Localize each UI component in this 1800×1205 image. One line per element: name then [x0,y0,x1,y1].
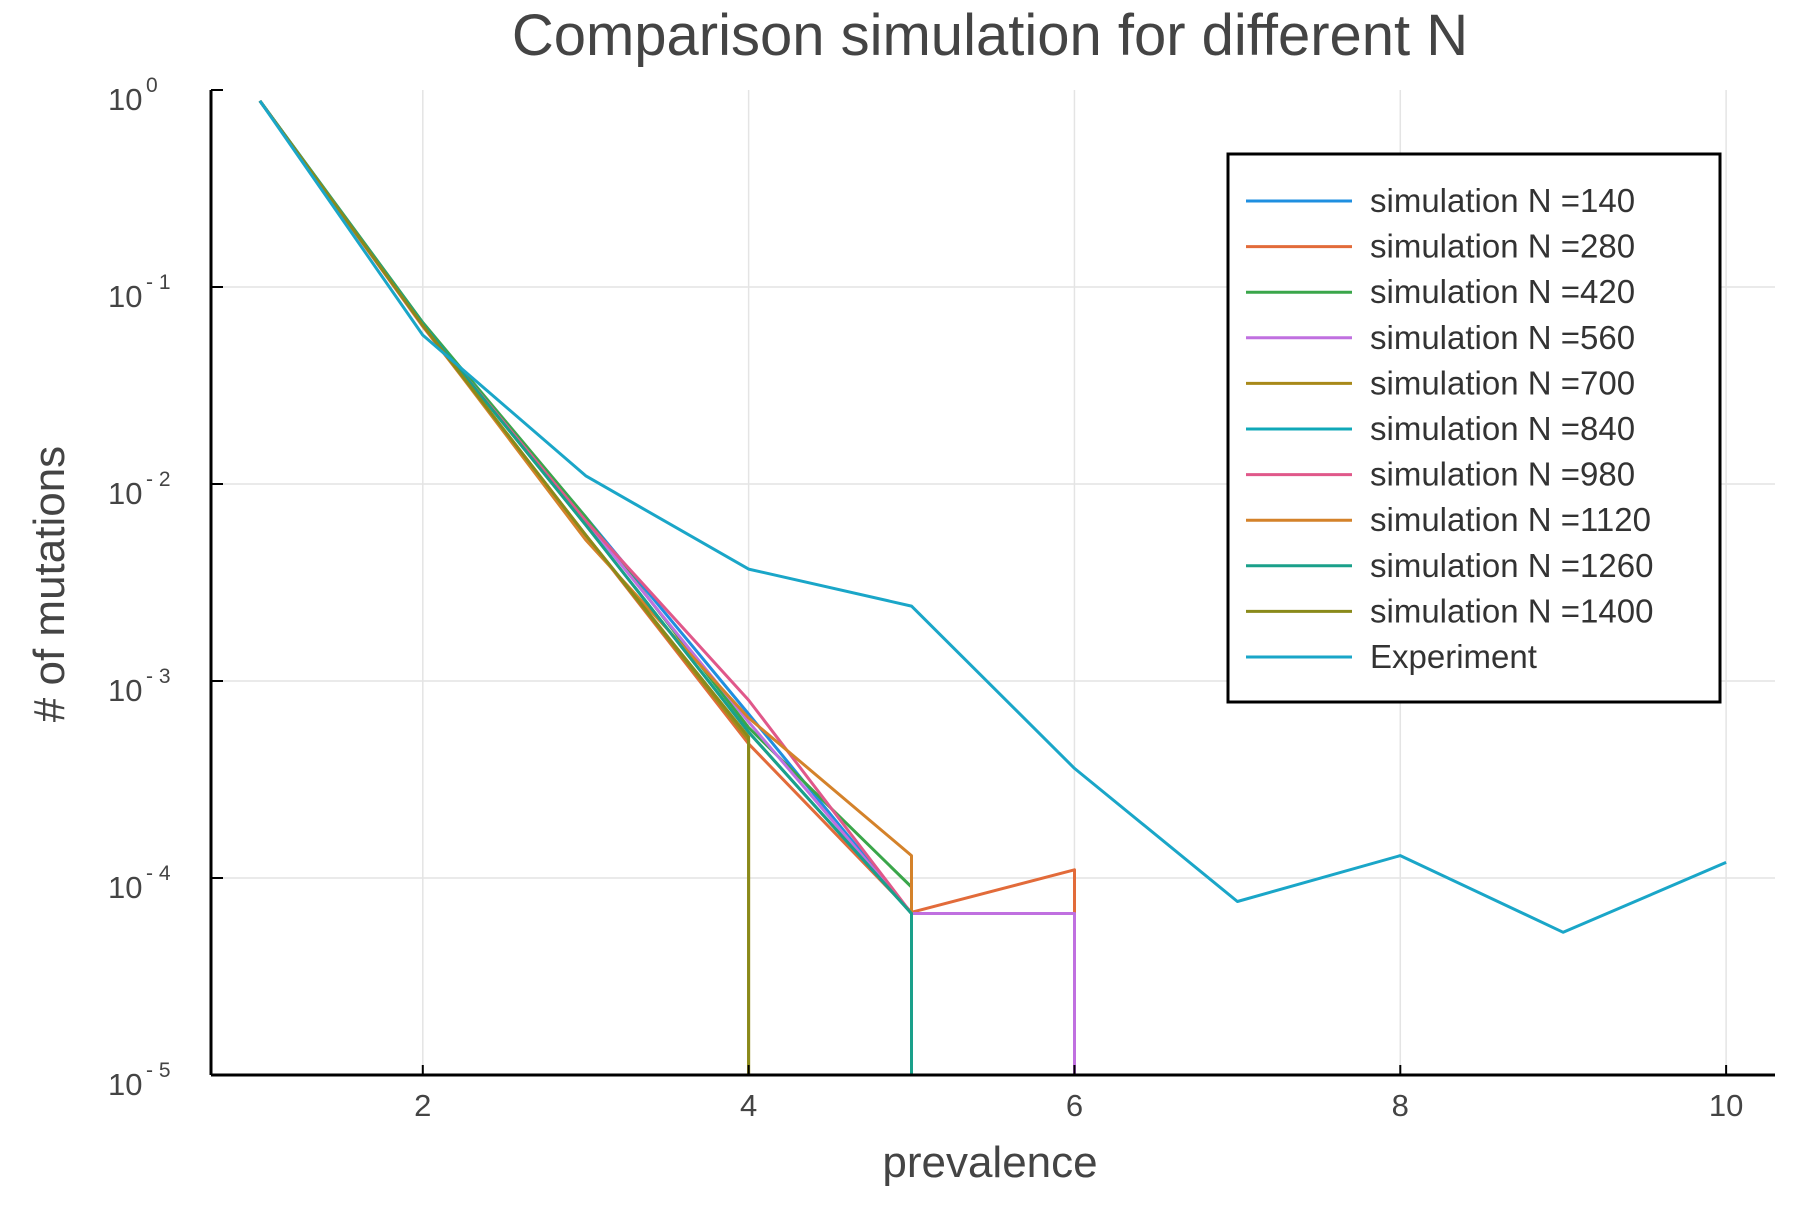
legend-entry: simulation N =1120 [1370,501,1651,538]
y-tick-exponent: - 2 [146,468,171,491]
y-tick-exponent: - 4 [146,862,171,885]
series-line [258,100,913,1075]
legend-entry: simulation N =1260 [1370,547,1653,584]
x-tick-label: 4 [740,1088,757,1123]
x-tick-label: 10 [1709,1088,1743,1123]
legend-entry: simulation N =280 [1370,228,1635,265]
y-tick-label: 10 [108,82,142,117]
y-tick-label: 10 [108,279,142,314]
legend-entry: simulation N =700 [1370,364,1635,401]
y-tick-label: 10 [108,476,142,511]
series-line [258,100,1076,1075]
legend-entry: simulation N =140 [1370,182,1635,219]
series-line [258,100,751,1075]
legend-entry: simulation N =840 [1370,410,1635,447]
x-axis-title: prevalence [882,1138,1097,1187]
series-line [258,100,751,1075]
x-tick-label: 8 [1392,1088,1409,1123]
legend-items: simulation N =140 simulation N =280 simula… [1246,182,1653,675]
series-line [258,100,913,1075]
y-tick-exponent: - 3 [146,665,171,688]
series-group [258,100,1727,1075]
legend-entry: simulation N =560 [1370,319,1635,356]
y-tick-label: 10 [108,870,142,905]
legend-entry: simulation N =980 [1370,456,1635,493]
series-line [258,100,1076,1075]
y-tick-exponent: 0 [146,74,158,97]
legend-entry: simulation N =420 [1370,273,1635,310]
x-tick-label: 2 [414,1088,431,1123]
legend-entry: simulation N =1400 [1370,592,1653,629]
chart-title: Comparison simulation for different N [512,3,1468,68]
grid [211,90,1775,1075]
y-tick-label: 10 [108,1067,142,1102]
y-tick-label: 10 [108,673,142,708]
y-tick-exponent: - 1 [146,271,171,294]
x-tick-label: 6 [1066,1088,1083,1123]
y-axis-title: # of mutations [25,446,74,722]
series-line [258,100,913,1075]
series-line [258,100,1727,934]
series-line [258,100,913,1075]
series-line [258,100,913,1075]
y-tick-exponent: - 5 [146,1059,171,1082]
legend: simulation N =140 simulation N =280 simula… [1226,152,1722,704]
series-line [258,100,913,1075]
legend-entry: Experiment [1370,638,1537,675]
axes [209,90,1775,1077]
